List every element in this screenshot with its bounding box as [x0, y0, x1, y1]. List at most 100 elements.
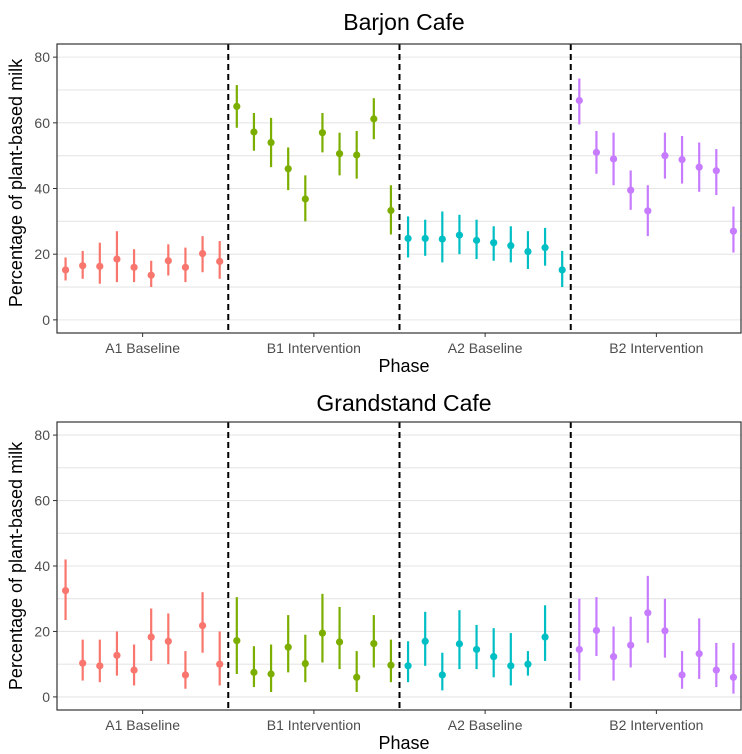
data-point	[147, 271, 155, 279]
panel-border	[56, 43, 742, 334]
data-point	[472, 645, 481, 654]
data-point	[472, 236, 481, 244]
data-point	[729, 673, 738, 681]
data-point	[198, 621, 207, 630]
data-point	[198, 249, 207, 258]
data-point	[695, 650, 703, 658]
data-point	[130, 263, 138, 271]
data-point	[678, 156, 686, 164]
data-point	[353, 673, 361, 681]
series-a2-baseline	[404, 605, 549, 691]
data-point	[455, 231, 464, 239]
data-point	[79, 659, 87, 667]
data-point	[370, 115, 378, 123]
data-point	[609, 155, 618, 163]
data-point	[592, 148, 601, 156]
data-point	[421, 234, 429, 243]
data-point	[490, 239, 498, 247]
data-point	[284, 165, 292, 173]
data-point	[181, 263, 190, 271]
data-point	[61, 266, 70, 274]
data-point	[490, 653, 498, 661]
data-point	[438, 235, 446, 243]
y-tick-label: 80	[34, 427, 50, 443]
y-tick-label: 20	[34, 623, 50, 639]
data-point	[524, 247, 532, 256]
series-a2-baseline	[404, 211, 566, 288]
data-point	[164, 637, 172, 645]
panel-grandstand-cafe: Grandstand Cafe Percentage of plant-base…	[6, 390, 742, 753]
x-tick-label: A1 Baseline	[105, 717, 180, 733]
y-axis-title: Percentage of plant-based milk	[6, 58, 26, 307]
data-point	[181, 671, 190, 679]
data-point	[644, 207, 652, 215]
data-point	[627, 186, 635, 194]
data-point	[216, 257, 224, 266]
series-b1-intervention	[233, 85, 395, 235]
data-point	[370, 639, 378, 648]
data-point	[335, 150, 344, 158]
data-point	[79, 262, 87, 270]
data-point	[661, 152, 669, 160]
data-point	[712, 666, 720, 674]
data-point	[558, 266, 566, 274]
data-point	[644, 609, 652, 617]
data-point	[113, 255, 121, 263]
data-point	[507, 662, 515, 670]
x-tick-label: A1 Baseline	[105, 340, 180, 356]
panel-title: Barjon Cafe	[343, 9, 464, 35]
data-point	[267, 670, 275, 678]
data-point	[541, 633, 549, 641]
y-tick-label: 80	[34, 49, 50, 65]
y-tick-label: 60	[34, 115, 50, 131]
data-point	[575, 645, 583, 654]
data-point	[353, 151, 361, 159]
data-point	[216, 660, 224, 668]
data-point	[421, 637, 429, 645]
y-tick-label: 60	[34, 493, 50, 509]
x-tick-label: B1 Intervention	[267, 717, 361, 733]
data-point	[507, 242, 515, 250]
data-point	[267, 138, 275, 147]
x-axis-title: Phase	[378, 356, 429, 376]
x-tick-label: A2 Baseline	[448, 340, 523, 356]
data-point	[113, 651, 121, 659]
panel-barjon-cafe: Barjon Cafe Percentage of plant-based mi…	[6, 9, 742, 376]
data-point	[318, 129, 327, 137]
y-tick-label: 20	[34, 246, 50, 262]
data-point	[575, 96, 583, 105]
data-point	[335, 638, 344, 646]
data-point	[609, 653, 618, 661]
data-point	[627, 641, 635, 649]
data-point	[96, 262, 104, 270]
data-point	[404, 234, 412, 243]
data-point	[387, 661, 395, 669]
data-point	[318, 629, 327, 637]
data-point	[712, 167, 720, 175]
x-tick-label: B2 Intervention	[609, 340, 703, 356]
x-tick-label: B2 Intervention	[609, 717, 703, 733]
data-point	[678, 671, 686, 679]
data-point	[301, 195, 309, 203]
series-a1-baseline	[61, 231, 224, 288]
data-point	[592, 626, 601, 635]
x-tick-label: A2 Baseline	[448, 717, 523, 733]
data-point	[130, 666, 138, 674]
y-tick-label: 40	[34, 558, 50, 574]
series-b2-intervention	[575, 575, 738, 694]
data-point	[387, 206, 395, 215]
y-tick-label: 0	[42, 312, 50, 328]
data-point	[661, 627, 669, 635]
data-point	[301, 659, 309, 668]
data-point	[250, 128, 258, 136]
y-tick-label: 0	[42, 689, 50, 705]
y-tick-label: 40	[34, 181, 50, 197]
data-point	[250, 668, 258, 676]
data-point	[524, 660, 532, 668]
data-point	[164, 257, 172, 265]
data-point	[284, 643, 292, 651]
data-point	[455, 640, 464, 648]
data-point	[729, 227, 738, 235]
data-point	[61, 586, 70, 595]
